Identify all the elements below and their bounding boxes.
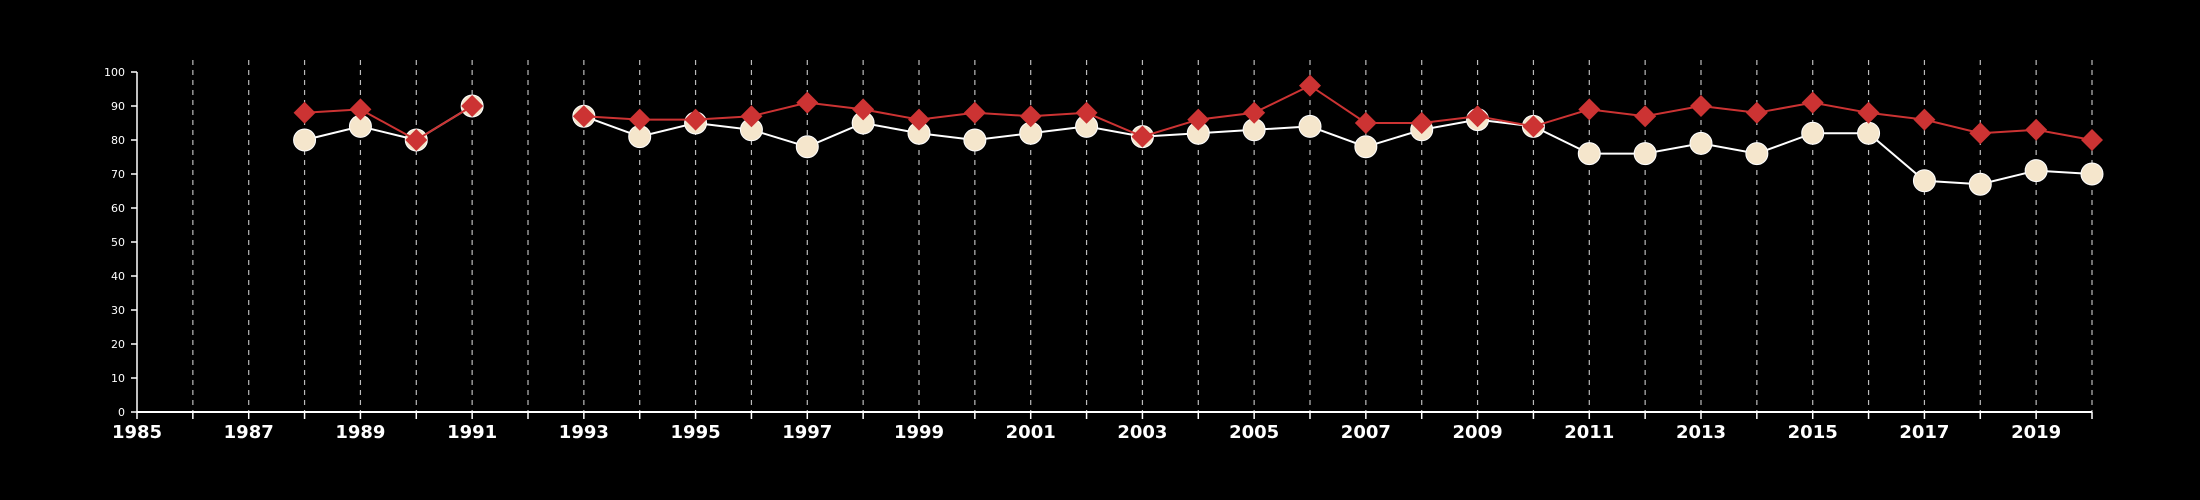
point-circle-2013 [1689,131,1713,155]
point-diamond-1993 [572,105,595,128]
x-tick-label-1995: 1995 [671,422,721,443]
point-circle-2017 [1912,169,1936,193]
y-tick-label-60: 60 [111,202,125,215]
point-diamond-2001 [1019,105,1042,128]
point-circle-2018 [1968,172,1992,196]
point-diamond-1997 [796,91,819,114]
point-diamond-1991 [461,95,484,117]
point-diamond-2005 [1243,101,1266,124]
point-diamond-2010 [1522,115,1545,138]
point-diamond-2007 [1354,112,1377,134]
x-axis-ticks: 1985 1987 1989 1991 1993 1995 1997 1999 2001 2003… [112,412,2093,443]
point-diamond-2017 [1913,108,1936,131]
x-tick-label-1987: 1987 [224,422,274,443]
x-tick-label-1989: 1989 [335,422,385,443]
x-tick-label-1999: 1999 [894,422,944,443]
x-tick-label-2013: 2013 [1676,422,1726,443]
x-tick-label-1991: 1991 [447,422,497,443]
point-circle-1997 [795,135,819,159]
point-diamond-2018 [1969,122,1992,145]
point-diamond-1995 [684,108,707,131]
point-circle-2007 [1354,135,1378,159]
y-tick-label-40: 40 [111,270,125,283]
point-diamond-2008 [1410,112,1433,134]
x-tick-label-2001: 2001 [1006,422,1056,443]
x-tick-label-2017: 2017 [1899,422,1949,443]
point-diamond-2019 [2025,118,2048,141]
point-diamond-2015 [1801,91,1824,114]
point-diamond-2000 [963,101,986,124]
point-diamond-2012 [1634,105,1657,128]
x-tick-label-1997: 1997 [782,422,832,443]
point-diamond-2011 [1578,98,1601,121]
series-2-line-1 [304,105,473,142]
point-diamond-2006 [1299,74,1321,97]
point-diamond-2003 [1131,125,1154,148]
y-tick-label-0: 0 [118,406,125,419]
point-diamond-2013 [1690,95,1712,117]
point-diamond-1989 [349,98,372,121]
point-diamond-1990 [405,129,428,151]
point-circle-2006 [1298,114,1322,138]
vertical-grid [192,60,2093,412]
x-tick-label-2005: 2005 [1229,422,1279,443]
point-diamond-1998 [852,98,875,121]
x-tick-label-1985: 1985 [112,422,162,443]
point-diamond-1999 [908,108,930,131]
y-tick-label-70: 70 [111,168,125,181]
y-tick-label-100: 100 [104,66,125,79]
x-tick-label-2019: 2019 [2011,422,2061,443]
point-diamond-1996 [740,105,763,128]
y-tick-label-20: 20 [111,338,125,351]
series-2-line-2 [583,84,2093,141]
x-tick-label-2015: 2015 [1788,422,1838,443]
point-circle-2015 [1801,121,1825,145]
y-tick-label-90: 90 [111,100,125,113]
series-2 [293,74,2103,151]
point-diamond-2002 [1075,101,1098,124]
point-diamond-2004 [1187,108,1210,131]
point-circle-2014 [1745,142,1769,166]
point-diamond-2009 [1466,105,1489,128]
point-circle-2019 [2024,159,2048,183]
point-circle-1988 [293,128,317,152]
x-tick-label-2007: 2007 [1341,422,1391,443]
x-tick-label-2003: 2003 [1117,422,1167,443]
y-tick-label-30: 30 [111,304,125,317]
point-circle-2012 [1633,142,1657,166]
y-axis-ticks: 0 10 20 30 40 50 60 70 80 90 100 [104,66,137,419]
series-1-line-2 [583,115,2093,186]
point-circle-2011 [1577,142,1601,166]
x-tick-label-1993: 1993 [559,422,609,443]
point-circle-2016 [1857,121,1881,145]
y-tick-label-80: 80 [111,134,125,147]
point-diamond-2014 [1745,101,1768,124]
x-tick-label-2009: 2009 [1453,422,1503,443]
point-diamond-1988 [293,101,316,124]
point-circle-2020 [2080,162,2104,186]
point-diamond-1994 [628,108,651,131]
x-tick-label-2011: 2011 [1564,422,1614,443]
series-group [293,74,2104,196]
y-tick-label-50: 50 [111,236,125,249]
point-circle-2000 [963,128,987,152]
y-tick-label-10: 10 [111,372,125,385]
point-diamond-2020 [2081,129,2103,151]
point-diamond-2016 [1857,101,1880,124]
